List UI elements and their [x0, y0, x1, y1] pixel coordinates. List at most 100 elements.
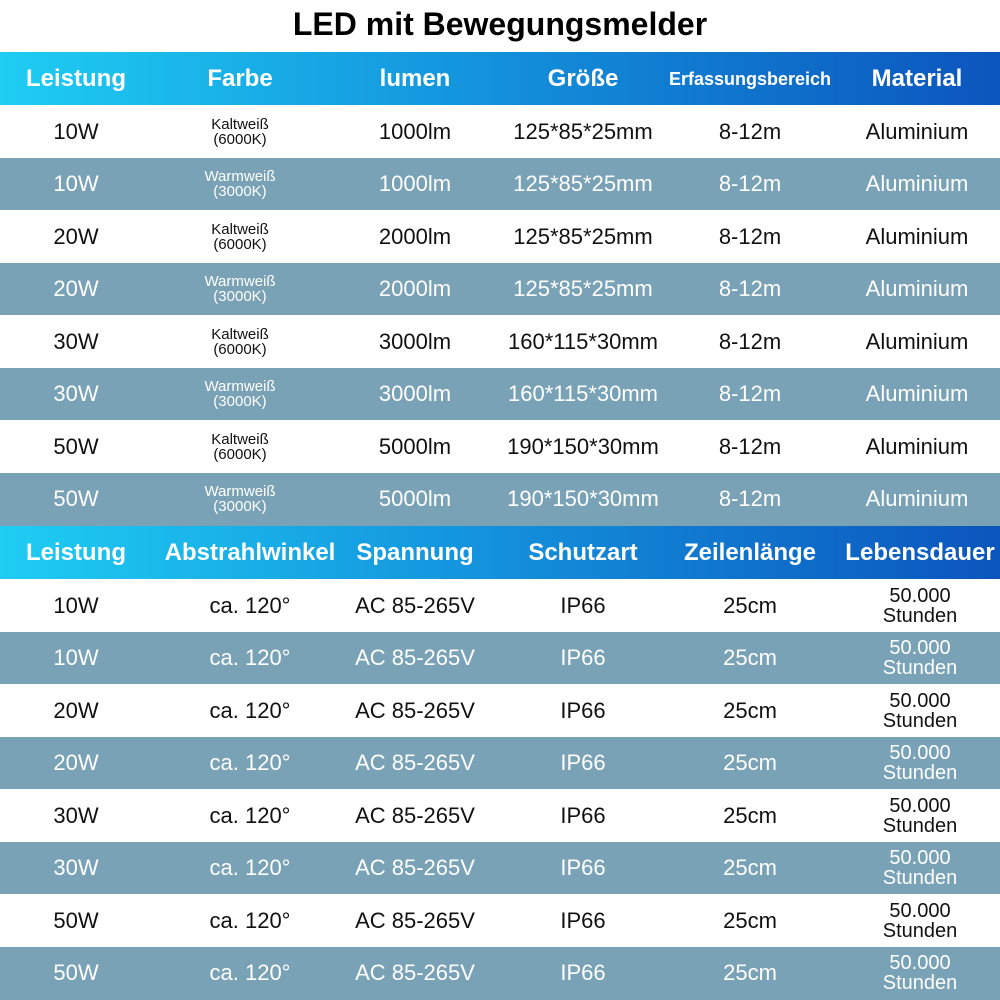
table-cell: 8-12m [718, 328, 782, 354]
cell-line: (3000K) [213, 288, 267, 305]
header-row: Leistung Farbe lumen Größe Erfassungsbereich… [0, 52, 1000, 105]
table-cell: Aluminium [865, 433, 969, 459]
table-row: 20W ca. 120° AC 85-265V IP66 25cm 50.000 Stund… [0, 736, 1000, 790]
table-cell: 50.000 Stunden [883, 737, 958, 790]
table-cell: 20W [53, 276, 99, 301]
header-cell: Zeilenlänge [683, 538, 817, 566]
table-cell: 8-12m [718, 171, 782, 196]
table-cell: IP66 [560, 645, 606, 670]
table-cell: 8-12m [718, 223, 782, 249]
table-cell: Aluminium [865, 486, 969, 511]
cell-line: 50.000 [889, 637, 951, 659]
header-cell: Lebensdauer [845, 538, 995, 566]
cell-line: Stunden [882, 762, 958, 784]
table-cell: 25cm [723, 697, 777, 723]
cell-line: Stunden [882, 657, 958, 679]
cell-line: 50.000 [889, 952, 951, 974]
table-cell: 30W [53, 381, 99, 406]
cell-line: (3000K) [213, 498, 267, 515]
table-row: 30W Warmweiß (3000K) 3000lm 160*115*30mm 8-12… [0, 367, 1000, 421]
header-cell: Leistung [26, 64, 126, 92]
table-row: 20W Warmweiß (3000K) 2000lm 125*85*25mm 8-12m… [0, 262, 1000, 316]
table-cell: 50W [53, 486, 99, 511]
cell-line: Warmweiß [204, 168, 276, 185]
table-row: 10W ca. 120° AC 85-265V IP66 25cm 50.000 Stund… [0, 579, 1000, 632]
table-cell: AC 85-265V [355, 960, 475, 985]
table-cell: AC 85-265V [355, 645, 475, 670]
table-row: 50W ca. 120° AC 85-265V IP66 25cm 50.000 Stund… [0, 894, 1000, 947]
cell-line: Kaltweiß [211, 220, 269, 238]
table-cell: ca. 120° [209, 960, 291, 985]
table-cell: 5000lm [378, 433, 452, 459]
header-cell: Farbe [207, 64, 273, 92]
table-cell: Aluminium [865, 223, 969, 249]
table-cell: Aluminium [865, 118, 969, 144]
table-row: 50W Warmweiß (3000K) 5000lm 190*150*30mm 8-12… [0, 472, 1000, 526]
table-cell: ca. 120° [209, 592, 291, 618]
table-cell: 2000lm [378, 223, 452, 249]
cell-line: 50.000 [889, 742, 951, 764]
table-cell: AC 85-265V [355, 802, 475, 828]
cell-line: 50.000 [889, 794, 951, 817]
table-cell: 10W [53, 645, 99, 670]
header-cell: Abstrahlwinkel [164, 538, 336, 566]
table-cell: 125*85*25mm [513, 276, 653, 301]
table-cell: AC 85-265V [355, 697, 475, 723]
table-cell: Kaltweiß (6000K) [211, 420, 269, 473]
table-cell: 125*85*25mm [513, 171, 653, 196]
table-cell: 10W [53, 592, 99, 618]
table-cell: 10W [53, 118, 99, 144]
header-cell: Größe [547, 64, 619, 92]
table-cell: IP66 [560, 802, 606, 828]
table-cell: 5000lm [378, 486, 452, 511]
table-cell: 3000lm [378, 381, 452, 406]
cell-line: Kaltweiß [211, 325, 269, 343]
table-cell: Kaltweiß (6000K) [211, 105, 269, 158]
cell-line: Kaltweiß [211, 430, 269, 448]
table-cell: 3000lm [378, 328, 452, 354]
table-cell: ca. 120° [209, 697, 291, 723]
cell-line: Warmweiß [204, 483, 276, 500]
table-cell: 1000lm [378, 118, 452, 144]
table-cell: 30W [53, 802, 99, 828]
table-row: 30W Kaltweiß (6000K) 3000lm 160*115*30mm 8-12… [0, 315, 1000, 368]
table-cell: 20W [53, 750, 99, 775]
cell-line: (3000K) [213, 393, 267, 410]
table-cell: 8-12m [718, 276, 782, 301]
header-cell: lumen [379, 64, 451, 92]
table-cell: 2000lm [378, 276, 452, 301]
table-cell: 50W [53, 433, 99, 459]
table-cell: ca. 120° [209, 907, 291, 933]
table-cell: 10W [53, 171, 99, 196]
cell-line: Stunden [882, 919, 958, 942]
table-cell: Aluminium [865, 328, 969, 354]
table-row: 30W ca. 120° AC 85-265V IP66 25cm 50.000 Stund… [0, 841, 1000, 895]
table-cell: AC 85-265V [355, 907, 475, 933]
table-cell: 190*150*30mm [507, 486, 659, 511]
table-cell: ca. 120° [209, 802, 291, 828]
table-cell: 50W [53, 960, 99, 985]
table-cell: 25cm [723, 960, 777, 985]
table-cell: 20W [53, 697, 99, 723]
cell-line: 50.000 [889, 899, 951, 922]
table-cell: 30W [53, 855, 99, 880]
cell-line: Stunden [882, 814, 958, 837]
table-cell: Warmweiß (3000K) [204, 158, 275, 211]
cell-line: Stunden [882, 972, 958, 994]
table-cell: 1000lm [378, 171, 452, 196]
table-cell: 8-12m [718, 486, 782, 511]
cell-line: 50.000 [889, 689, 951, 712]
cell-line: Kaltweiß [211, 115, 269, 133]
table-cell: 50.000 Stunden [883, 632, 958, 685]
table-cell: 30W [53, 328, 99, 354]
table-cell: 20W [53, 223, 99, 249]
cell-line: Warmweiß [204, 273, 276, 290]
cell-line: Stunden [882, 867, 958, 889]
cell-line: Stunden [882, 604, 958, 627]
table-row: 50W Kaltweiß (6000K) 5000lm 190*150*30mm 8-12… [0, 420, 1000, 473]
table-cell: 50.000 Stunden [883, 842, 958, 895]
table-cell: 8-12m [718, 433, 782, 459]
table-cell: 50W [53, 907, 99, 933]
table-cell: 190*150*30mm [507, 433, 659, 459]
